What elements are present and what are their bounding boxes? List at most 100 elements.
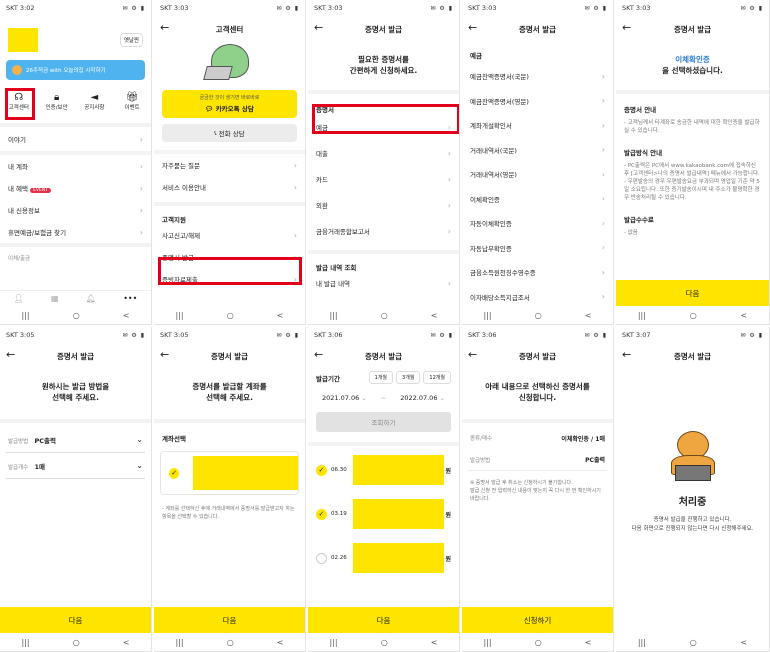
recents-button[interactable]: ||| [175,310,184,320]
system-nav: ||| ○ < [462,633,613,651]
kakao-talk-consult-card[interactable]: 궁금한 것이 생기면 바로바로 💬︎ 카카오톡 상담 [162,90,297,118]
nav-back-button[interactable]: < [584,637,592,647]
next-button[interactable]: 다음 [616,280,769,306]
back-arrow-icon[interactable]: ← [160,21,170,34]
menu-item-credit[interactable]: 내 신용정보 › [8,205,143,216]
period-1m-button[interactable]: 1개월 [368,371,394,384]
home-button[interactable]: ○ [534,637,542,647]
footer-transfer[interactable]: 이체/출금 [8,256,31,262]
recents-button[interactable]: ||| [637,310,646,320]
issue-count-select[interactable]: 발급개수 1매 ⌄ [6,453,145,479]
grid-icon[interactable]: ▦ [51,294,59,303]
account-card[interactable]: ✓ [160,451,299,495]
menu-item-story[interactable]: 이야기 › [8,134,143,145]
processing-desc: 증명서 발급을 진행하고 있습니다. 다음 화면으로 진행되지 않는다면 다시 신… [631,517,754,532]
back-arrow-icon[interactable]: ← [468,21,478,34]
home-button[interactable]: ○ [72,637,80,647]
menu-item-dormant[interactable]: 휴면예금/보험금 찾기 › [8,227,143,238]
recents-button[interactable]: ||| [483,637,492,647]
menu-customer-center[interactable]: ☊ 고객센터 [6,92,32,111]
nav-back-button[interactable]: < [276,637,284,647]
transaction-row[interactable]: ✓ 03.19 원 [308,494,459,534]
nav-back-button[interactable]: < [276,310,284,320]
home-button[interactable]: ○ [534,310,542,320]
nav-back-button[interactable]: < [430,310,438,320]
category-deposit[interactable]: 예금 › [316,122,451,133]
cert-item[interactable]: 거래내역서(영문) › [470,169,605,180]
nav-back-button[interactable]: < [122,310,130,320]
home-button[interactable]: ○ [380,637,388,647]
phone-consult-button[interactable]: 📞︎ 전화 상담 [162,124,297,142]
home-button[interactable]: ○ [380,310,388,320]
category-summary-report[interactable]: 금융거래종합보고서 › [316,226,451,237]
nav-back-button[interactable]: < [740,637,748,647]
recents-button[interactable]: ||| [21,637,30,647]
bell-icon[interactable]: 🔔︎ [85,294,96,303]
cert-item[interactable]: 예금잔액증명서(영문) › [470,96,605,106]
back-arrow-icon[interactable]: ← [622,21,632,34]
next-button[interactable]: 다음 [154,607,305,633]
profile-button[interactable]: 옛날찐 [119,33,143,47]
category-loan[interactable]: 대출 › [316,148,451,159]
recents-button[interactable]: ||| [329,310,338,320]
next-button[interactable]: 다음 [0,607,151,633]
my-issue-history[interactable]: 내 발급 내역 › [316,278,451,289]
back-arrow-icon[interactable]: ← [6,348,16,361]
evidence-submit-item[interactable]: 증빙자료제출 › [162,274,297,285]
home-button[interactable]: ○ [72,310,80,320]
notice-text: ※ 증명서 발급 후 취소는 신청하시기 불가합니다. 발급 신청 전 입력하신 … [470,480,601,502]
transaction-row[interactable]: ✓ 06.30 원 [308,450,459,490]
back-arrow-icon[interactable]: ← [468,348,478,361]
issue-method-select[interactable]: 발급방법 PC출력 ⌄ [6,427,145,453]
cert-item[interactable]: 자동납부확인증 › [470,243,605,253]
cert-item[interactable]: 예금잔액증명서(국문) › [470,71,605,82]
menu-notice[interactable]: ◄ 공지사항 [81,92,107,111]
recents-button[interactable]: ||| [329,637,338,647]
transaction-row[interactable]: 02.26 원 [308,538,459,578]
menu-item-benefits[interactable]: 내 혜택 EVENT › [8,183,143,193]
screen-select-account: SKT 3:05 ✉ ⚙ ▮ ← 증명서 발급 증명서를 발급할 계좌를 선택해 주세… [154,327,306,652]
category-forex[interactable]: 외환 › [316,200,451,211]
cert-item[interactable]: 금융소득원천징수영수증 › [470,267,605,278]
cert-item[interactable]: 이자배당소득지급조서 › [470,292,605,302]
cert-item[interactable]: 자동이체확인증 › [470,218,605,229]
home-button[interactable]: ○ [226,310,234,320]
category-card[interactable]: 카드 › [316,174,451,185]
home-button[interactable]: ○ [226,637,234,647]
home-button[interactable]: ○ [689,637,697,647]
period-12m-button[interactable]: 12개월 [423,371,451,384]
promo-banner[interactable]: 26주적금 with 오늘의집 시작하기 [6,60,145,80]
period-3m-button[interactable]: 3개월 [396,371,421,384]
cert-item-transfer-confirm[interactable]: 이체확인증 › [470,194,605,204]
recents-button[interactable]: ||| [637,637,646,647]
menu-item-my-accounts[interactable]: 내 계좌 › [8,161,143,172]
menu-event[interactable]: 🎁︎ 이벤트 [119,92,145,111]
cert-item[interactable]: 계좌개설확인서 › [470,120,605,131]
date-to-field[interactable]: 2022.07.06 ⌄ [400,394,445,402]
nav-back-button[interactable]: < [584,310,592,320]
recents-button[interactable]: ||| [21,310,30,320]
recents-button[interactable]: ||| [175,637,184,647]
next-button[interactable]: 다음 [308,607,459,633]
submit-button[interactable]: 신청하기 [462,607,613,633]
faq-item[interactable]: 자주묻는 질문 › [162,160,297,171]
back-arrow-icon[interactable]: ← [314,348,324,361]
back-arrow-icon[interactable]: ← [622,348,632,361]
accident-report-item[interactable]: 사고신고/해제 › [162,230,297,241]
service-guide-item[interactable]: 서비스 이용안내 › [162,182,297,193]
nav-back-button[interactable]: < [122,637,130,647]
person-icon[interactable]: 👤︎ [13,294,24,303]
screen-select-transactions: SKT 3:06 ✉ ⚙ ▮ ← 증명서 발급 발급기간 1개월 3개월 12개월 … [308,327,460,652]
nav-back-button[interactable]: < [430,637,438,647]
search-button[interactable]: 조회하기 [316,412,451,432]
back-arrow-icon[interactable]: ← [314,21,324,34]
recents-button[interactable]: ||| [483,310,492,320]
menu-auth-security[interactable]: 🔒︎ 인증/보안 [45,92,68,111]
home-button[interactable]: ○ [689,310,697,320]
cert-item[interactable]: 거래내역서(국문) › [470,145,605,155]
section-title: 발급 내역 조회 [316,264,357,272]
back-arrow-icon[interactable]: ← [160,348,170,361]
date-from-field[interactable]: 2021.07.06 ⌄ [322,394,367,402]
nav-back-button[interactable]: < [740,310,748,320]
more-icon[interactable]: ••• [123,294,138,303]
